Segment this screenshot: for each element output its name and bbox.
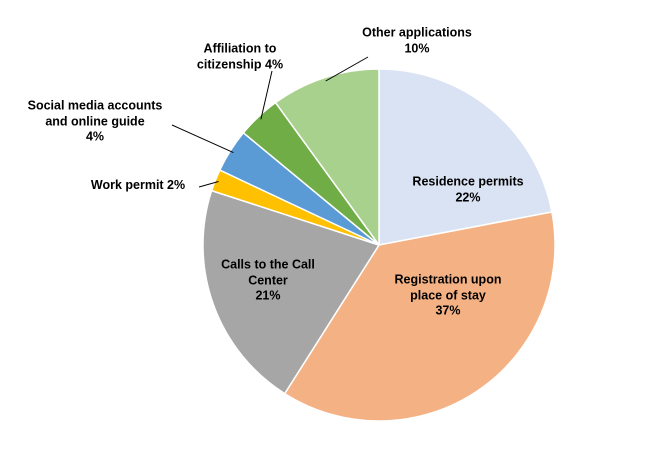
slice-label-registration-upon-place-of-stay: Registration upon place of stay 37% (394, 272, 502, 318)
slice-label-calls-to-the-call-center: Calls to the Call Center 21% (221, 257, 315, 303)
leader-line-other-applications (325, 56, 369, 82)
slice-label-work-permit: Work permit 2% (90, 178, 186, 193)
pie-slice-other-applications (274, 68, 380, 246)
leader-line-affiliation-to-citizenship (260, 70, 273, 120)
leader-line-social-media-accounts-and-online-guide (171, 124, 234, 154)
slice-label-other-applications: Other applications 10% (362, 25, 472, 55)
pie-slice-residence-permits (378, 68, 553, 246)
pie-slice-registration-upon-place-of-stay (283, 211, 556, 422)
slice-label-social-media-accounts-and-online-guide: Social media accounts and online guide 4… (27, 98, 163, 144)
slice-label-residence-permits: Residence permits 22% (412, 174, 524, 204)
pie-slice-calls-to-the-call-center (202, 189, 380, 395)
leader-line-work-permit (198, 181, 219, 188)
slice-label-affiliation-to-citizenship: Affiliation to citizenship 4% (196, 41, 284, 71)
